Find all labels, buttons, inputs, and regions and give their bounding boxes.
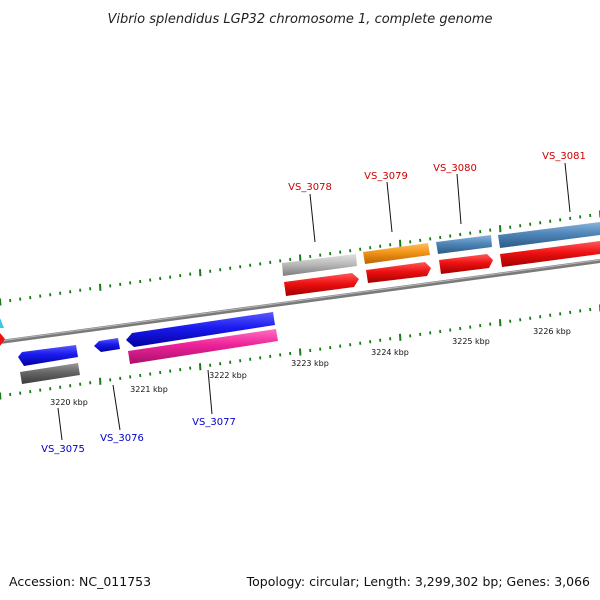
genome-backbone [0,259,600,344]
callout-line-vs-3081 [564,162,571,213]
kbp-label: 3221 kbp [130,385,168,394]
genome-backbone-highlight [0,259,600,342]
callout-line-vs-3078 [309,193,316,243]
gene-vs-3080-arrow [439,254,493,274]
position-labels: 3220 kbp 3221 kbp 3222 kbp 3223 kbp 3224 kbp… [50,327,571,407]
kbp-label: 3224 kbp [371,348,409,357]
kbp-label: 3225 kbp [452,337,490,346]
kbp-label: 3223 kbp [291,359,329,368]
gene-vs-3075-arrow [18,345,78,366]
gene-label-vs-3075[interactable]: VS_3075 [41,444,85,455]
kbp-label: 3226 kbp [533,327,571,336]
gene-vs-3080-product-bar [436,235,492,254]
gene-vs-3081-product-bar [498,222,600,248]
partial-gene-cyan [0,318,4,328]
tick-row-inner [0,304,600,400]
gene-vs-3078-product-bar [282,254,357,276]
tick-row-outer [0,210,600,306]
kbp-label: 3222 kbp [209,371,247,380]
callout-line-vs-3079 [386,181,393,233]
gene-vs-3077-arrow [126,312,275,347]
gene-label-vs-3077[interactable]: VS_3077 [192,417,236,428]
gene-vs-3077-product-bar [128,329,278,364]
callout-line-vs-3080 [456,173,462,225]
gene-vs-3081-arrow [500,241,600,267]
callout-line-vs-3075 [57,407,63,441]
gene-vs-3075-product-bar [20,363,80,384]
gene-vs-3078-arrow [284,273,359,296]
gene-label-vs-3080[interactable]: VS_3080 [433,163,477,174]
genome-summary-text: Topology: circular; Length: 3,299,302 bp… [246,574,590,589]
map-title: Vibrio splendidus LGP32 chromosome 1, co… [107,12,492,27]
accession-text: Accession: NC_011753 [9,574,151,589]
callout-line-vs-3076 [112,384,121,431]
gene-vs-3076-arrow [94,338,120,352]
gene-label-vs-3076[interactable]: VS_3076 [100,433,144,444]
callout-line-vs-3077 [207,369,213,415]
gene-vs-3079-product-bar [363,243,430,264]
gene-label-vs-3079[interactable]: VS_3079 [364,171,408,182]
kbp-label: 3220 kbp [50,398,88,407]
gene-vs-3079-arrow [366,262,431,283]
gene-label-vs-3078[interactable]: VS_3078 [288,182,332,193]
partial-gene-red [0,333,5,346]
gene-label-vs-3081[interactable]: VS_3081 [542,151,586,162]
